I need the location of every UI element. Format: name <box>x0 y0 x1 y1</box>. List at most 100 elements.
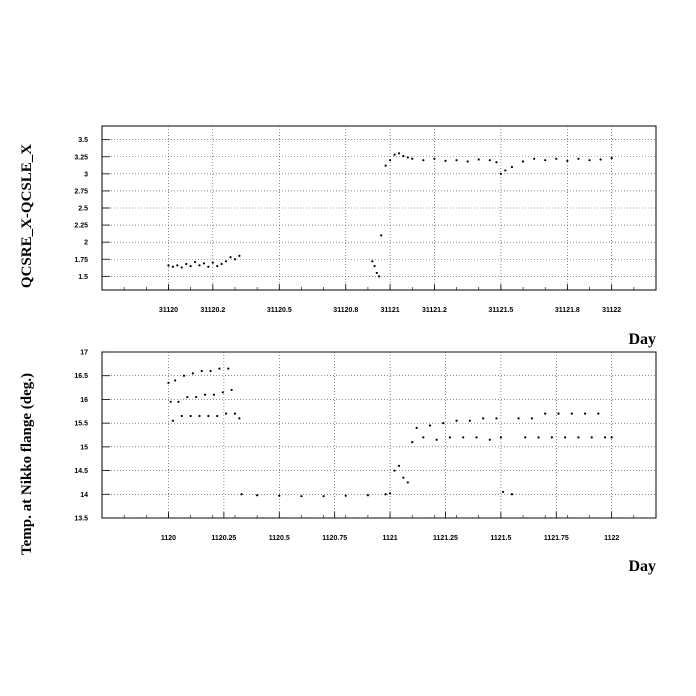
y-tick-label: 2 <box>84 240 88 247</box>
data-point <box>180 414 183 418</box>
y-tick-label: 16 <box>80 397 88 404</box>
y-tick-label: 1.5 <box>78 274 88 281</box>
data-point <box>422 436 425 439</box>
data-point <box>256 494 259 497</box>
data-point <box>207 414 210 418</box>
data-point <box>171 419 175 422</box>
x-axis-label-top: Day <box>628 331 656 348</box>
points-top <box>167 152 613 278</box>
data-point <box>411 157 414 160</box>
data-point <box>229 256 232 259</box>
data-point <box>230 388 233 392</box>
data-point <box>224 412 228 415</box>
data-point <box>202 262 206 265</box>
data-point <box>557 412 560 415</box>
data-point <box>577 157 580 160</box>
data-point <box>189 264 192 268</box>
x-tick-label: 1122 <box>604 535 619 542</box>
data-point <box>488 159 491 162</box>
data-point <box>544 159 547 162</box>
data-point <box>189 414 192 418</box>
data-point <box>468 419 471 422</box>
y-tick-label: 14 <box>80 492 88 499</box>
data-point <box>216 264 219 268</box>
data-point <box>373 264 376 268</box>
data-point <box>377 275 381 278</box>
data-point <box>388 492 392 495</box>
y-tick-label: 15.5 <box>74 421 88 428</box>
data-point <box>185 262 188 266</box>
x-tick-label: 31120.5 <box>267 307 292 314</box>
data-point <box>488 438 491 441</box>
data-point <box>530 417 534 420</box>
data-point <box>537 436 540 439</box>
data-point <box>428 424 432 427</box>
ticks-top: 31120 31120.2 31120.5 31120.8 31121 31121.2 31… <box>74 137 657 314</box>
data-point <box>238 254 241 257</box>
data-point <box>198 414 201 418</box>
data-point <box>167 264 170 267</box>
data-point <box>233 258 237 261</box>
x-tick-label: 31121.2 <box>422 307 447 314</box>
data-point <box>393 469 396 472</box>
data-point <box>411 441 414 444</box>
data-point <box>207 265 210 268</box>
data-point <box>169 400 172 403</box>
y-tick-label: 2.5 <box>78 206 88 213</box>
data-point <box>499 436 502 439</box>
data-point <box>482 417 485 420</box>
y-tick-label: 3 <box>84 171 88 178</box>
ticks-bottom: 1120 1120.25 1120.5 1120.75 1121 1121.25 1121.… <box>74 350 657 542</box>
y-tick-label: 17 <box>80 350 88 357</box>
data-point <box>422 159 425 162</box>
x-tick-label: 1121.5 <box>490 535 511 542</box>
x-tick-label: 1120.5 <box>269 535 290 542</box>
data-point <box>180 266 183 269</box>
y-tick-label: 13.5 <box>74 516 88 523</box>
data-point <box>397 464 401 467</box>
data-point <box>448 436 452 439</box>
data-point <box>564 436 567 439</box>
data-point <box>371 260 374 263</box>
data-point <box>455 159 458 162</box>
x-tick-label: 1121 <box>382 535 397 542</box>
points-bottom <box>167 367 613 498</box>
chart-top: 31120 31120.2 31120.5 31120.8 31121 31121.2 31… <box>19 125 657 348</box>
data-point <box>200 369 203 373</box>
data-point <box>510 493 514 496</box>
data-point <box>344 494 347 497</box>
data-point <box>555 157 558 160</box>
data-point <box>435 438 438 441</box>
x-tick-label: 1121.75 <box>544 535 569 542</box>
x-axis-label-bottom: Day <box>628 558 656 575</box>
data-point <box>501 490 505 494</box>
data-point <box>220 262 223 266</box>
data-point <box>167 381 170 384</box>
data-point <box>588 159 591 162</box>
data-point <box>550 436 553 439</box>
data-point <box>221 391 224 394</box>
data-point <box>388 159 392 162</box>
data-point <box>521 160 525 163</box>
data-point <box>186 395 189 399</box>
x-tick-label: 1121.25 <box>433 535 458 542</box>
y-tick-label: 14.5 <box>74 468 88 475</box>
data-point <box>466 160 469 163</box>
data-point <box>224 260 228 263</box>
y-tick-label: 1.75 <box>74 257 88 264</box>
plot-frame-bottom <box>101 351 657 519</box>
data-point <box>603 436 607 439</box>
data-point <box>322 495 325 498</box>
data-point <box>597 412 600 415</box>
data-point <box>402 476 405 479</box>
data-point <box>211 261 214 264</box>
data-point <box>406 156 409 159</box>
data-point <box>610 157 613 160</box>
data-point <box>182 374 186 377</box>
data-point <box>583 412 587 415</box>
data-point <box>300 495 303 498</box>
y-axis-label-bottom: Temp. at Nikko flange (deg.) <box>19 373 35 555</box>
data-point <box>203 393 207 396</box>
y-tick-label: 2.25 <box>74 223 88 230</box>
